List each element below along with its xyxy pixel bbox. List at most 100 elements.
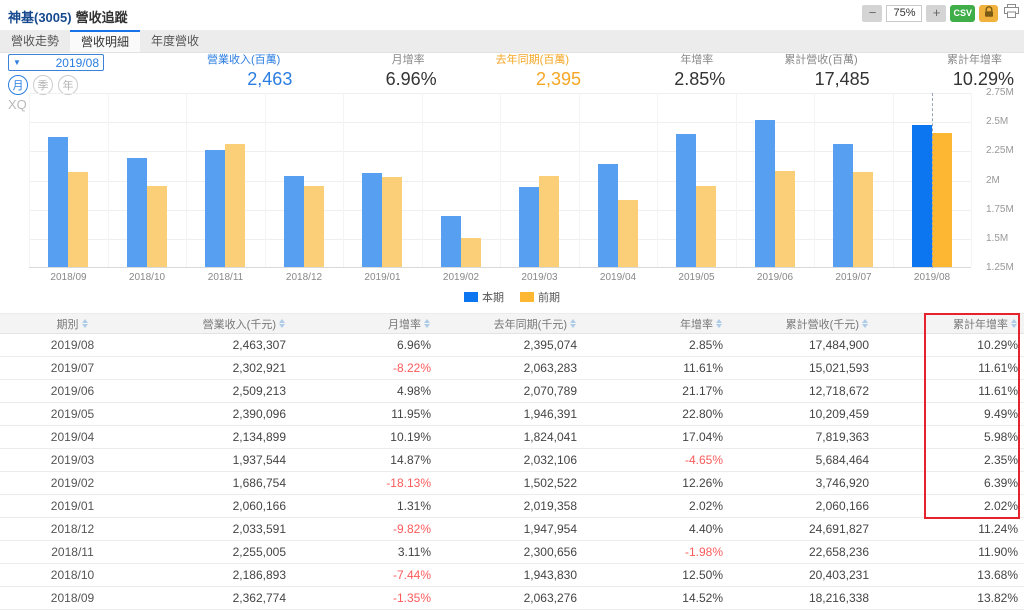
bar-current-2018-10[interactable] xyxy=(126,157,147,267)
cell-cum-revenue-k: 2,060,166 xyxy=(729,494,875,518)
bar-previous-2018-11[interactable] xyxy=(225,144,246,267)
bar-previous-2019-03[interactable] xyxy=(539,175,560,267)
chart-plot-area xyxy=(29,93,972,268)
col-header-yoy-rate[interactable]: 年增率 xyxy=(583,313,729,334)
col-header-period[interactable]: 期別 xyxy=(0,313,145,334)
cell-mom-rate: -1.35% xyxy=(292,586,437,610)
print-button[interactable] xyxy=(1002,4,1020,23)
xq-watermark: XQ xyxy=(8,97,27,112)
table-row[interactable]: 2019/02 1,686,754 -18.13% 1,502,522 12.26% 3,… xyxy=(0,471,1024,495)
legend-item-previous[interactable]: 前期 xyxy=(520,289,560,305)
cell-yoy-rate: 12.26% xyxy=(583,471,729,495)
y-axis-tick: 2.25M xyxy=(986,145,1014,157)
bar-current-2019-01[interactable] xyxy=(362,172,383,267)
col-header-cum-revenue-k[interactable]: 累計營收(千元) xyxy=(729,313,875,334)
bar-current-2018-09[interactable] xyxy=(48,137,69,267)
lock-button[interactable] xyxy=(979,5,998,22)
period-dropdown[interactable]: ▼ 2019/08 xyxy=(8,54,104,71)
table-row[interactable]: 2018/10 2,186,893 -7.44% 1,943,830 12.50% 20,… xyxy=(0,563,1024,587)
bar-previous-2018-12[interactable] xyxy=(303,185,324,267)
bar-previous-2018-09[interactable] xyxy=(68,172,89,267)
sort-icon xyxy=(570,318,577,328)
table-row[interactable]: 2019/04 2,134,899 10.19% 1,824,041 17.04% 7,8… xyxy=(0,425,1024,449)
bar-current-2019-04[interactable] xyxy=(597,163,618,267)
bar-previous-2019-01[interactable] xyxy=(382,177,403,267)
bar-previous-2019-06[interactable] xyxy=(774,171,795,267)
table-row[interactable]: 2019/08 2,463,307 6.96% 2,395,074 2.85% 17,48… xyxy=(0,333,1024,357)
tab-annual-revenue[interactable]: 年度營收 xyxy=(151,34,200,48)
cell-cum-yoy-rate: 9.49% xyxy=(875,402,1024,426)
bar-previous-2019-07[interactable] xyxy=(853,172,874,267)
col-header-cum-yoy-rate[interactable]: 累計年增率 xyxy=(875,313,1024,334)
y-axis-tick: 2.5M xyxy=(986,116,1009,128)
table-row[interactable]: 2019/03 1,937,544 14.87% 2,032,106 -4.65% 5,6… xyxy=(0,448,1024,472)
x-axis-tick: 2019/04 xyxy=(599,272,637,283)
stat-value: 2,463 xyxy=(247,69,293,89)
cell-revenue-k: 1,686,754 xyxy=(145,471,292,495)
chart-legend: 本期 前期 xyxy=(0,289,1024,305)
table-row[interactable]: 2019/01 2,060,166 1.31% 2,019,358 2.02% 2,060… xyxy=(0,494,1024,518)
cell-mom-rate: 6.96% xyxy=(292,333,437,357)
bar-current-2019-06[interactable] xyxy=(754,120,775,267)
x-axis-tick: 2019/08 xyxy=(913,272,951,283)
col-header-last-year-k[interactable]: 去年同期(千元) xyxy=(437,313,583,334)
gridline xyxy=(29,93,30,267)
col-header-mom-rate[interactable]: 月增率 xyxy=(292,313,437,334)
bar-current-2019-03[interactable] xyxy=(519,186,540,267)
zoom-out-button[interactable]: − xyxy=(862,5,883,22)
stat-cum-revenue: 累計營收(百萬) 17,485 xyxy=(727,51,871,90)
cell-cum-yoy-rate: 2.35% xyxy=(875,448,1024,472)
cell-period: 2019/08 xyxy=(0,333,145,357)
gridline xyxy=(186,93,187,267)
table-row[interactable]: 2018/12 2,033,591 -9.82% 1,947,954 4.40% 24,6… xyxy=(0,517,1024,541)
cell-yoy-rate: -1.98% xyxy=(583,540,729,564)
cell-last-year-k: 2,019,358 xyxy=(437,494,583,518)
cell-revenue-k: 2,362,774 xyxy=(145,586,292,610)
table-row[interactable]: 2018/11 2,255,005 3.11% 2,300,656 -1.98% 22,6… xyxy=(0,540,1024,564)
bar-current-2018-11[interactable] xyxy=(205,149,226,267)
cell-last-year-k: 1,947,954 xyxy=(437,517,583,541)
sort-icon xyxy=(424,318,431,328)
bar-current-2019-08[interactable] xyxy=(911,125,932,267)
tab-revenue-trend[interactable]: 營收走勢 xyxy=(11,34,60,48)
cell-last-year-k: 2,300,656 xyxy=(437,540,583,564)
gridline xyxy=(657,93,658,267)
legend-item-current[interactable]: 本期 xyxy=(464,289,504,305)
table-row[interactable]: 2019/05 2,390,096 11.95% 1,946,391 22.80% 10,… xyxy=(0,402,1024,426)
bar-previous-2019-02[interactable] xyxy=(460,237,481,267)
bar-current-2019-05[interactable] xyxy=(676,134,697,267)
gridline xyxy=(107,93,109,267)
csv-export-button[interactable]: CSV xyxy=(950,5,975,22)
stat-label: 累計年增率 xyxy=(946,54,1002,66)
cell-last-year-k: 2,070,789 xyxy=(437,379,583,403)
cell-period: 2018/11 xyxy=(0,540,145,564)
cell-cum-revenue-k: 5,684,464 xyxy=(729,448,875,472)
bar-previous-2019-08[interactable] xyxy=(931,133,952,267)
period-pill-year[interactable]: 年 xyxy=(58,75,78,95)
stock-name: 神基(3005) xyxy=(8,10,72,25)
bar-current-2018-12[interactable] xyxy=(283,175,304,267)
cell-cum-revenue-k: 3,746,920 xyxy=(729,471,875,495)
bar-previous-2019-04[interactable] xyxy=(617,200,638,267)
top-bar: 神基(3005) 營收追蹤 − 75% + CSV xyxy=(0,0,1024,30)
bar-current-2019-07[interactable] xyxy=(833,144,854,267)
cell-revenue-k: 2,463,307 xyxy=(145,333,292,357)
table-row[interactable]: 2018/09 2,362,774 -1.35% 2,063,276 14.52% 18,… xyxy=(0,586,1024,610)
bar-previous-2018-10[interactable] xyxy=(146,186,167,267)
bar-current-2019-02[interactable] xyxy=(440,216,461,267)
table-row[interactable]: 2019/07 2,302,921 -8.22% 2,063,283 11.61% 15,… xyxy=(0,356,1024,380)
period-pill-quarter[interactable]: 季 xyxy=(33,75,53,95)
zoom-in-button[interactable]: + xyxy=(926,5,947,22)
cell-revenue-k: 2,033,591 xyxy=(145,517,292,541)
cell-cum-revenue-k: 22,658,236 xyxy=(729,540,875,564)
y-axis-tick: 1.75M xyxy=(986,203,1014,215)
table-row[interactable]: 2019/06 2,509,213 4.98% 2,070,789 21.17% 12,7… xyxy=(0,379,1024,403)
tab-revenue-detail[interactable]: 營收明細 xyxy=(70,30,141,52)
stat-label: 去年同期(百萬) xyxy=(495,54,569,66)
col-header-revenue-k[interactable]: 營業收入(千元) xyxy=(145,313,292,334)
bar-previous-2019-05[interactable] xyxy=(696,185,717,267)
printer-icon xyxy=(1003,4,1019,23)
gridline xyxy=(343,93,344,267)
period-pill-month[interactable]: 月 xyxy=(8,75,28,95)
sort-icon xyxy=(81,318,89,328)
